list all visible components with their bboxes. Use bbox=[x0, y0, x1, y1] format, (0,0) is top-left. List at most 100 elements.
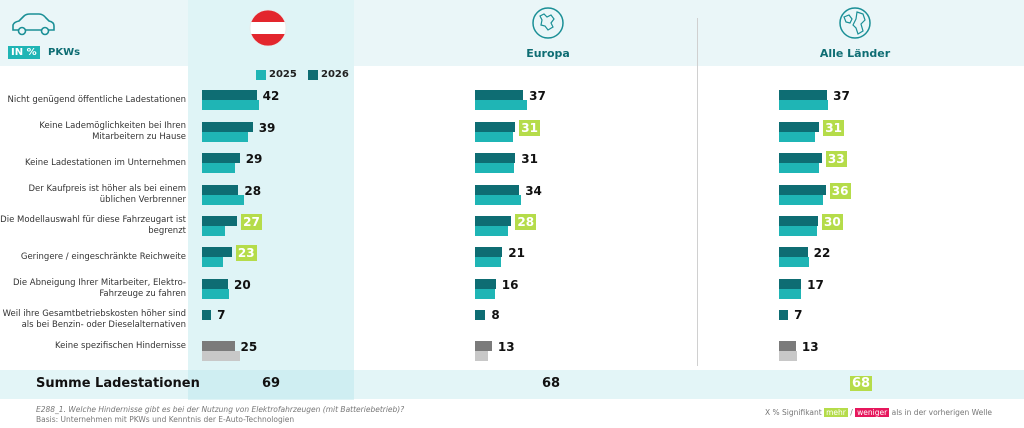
value-label: 8 bbox=[491, 308, 500, 322]
bar-2025 bbox=[475, 257, 501, 267]
value-label: 20 bbox=[234, 278, 251, 292]
bar-2026 bbox=[779, 153, 822, 163]
bar-2025 bbox=[202, 351, 240, 361]
bar-2025 bbox=[475, 132, 513, 142]
bar-2025 bbox=[779, 163, 820, 173]
bar-2025 bbox=[779, 351, 798, 361]
sig-prefix: X % Signifikant bbox=[765, 408, 822, 417]
category-label: Weil ihre Gesamtbetriebskosten höher sin… bbox=[2, 309, 186, 330]
bar-2025 bbox=[779, 132, 816, 142]
sum-row-label: Summe Ladestationen bbox=[36, 376, 200, 391]
bar-2025 bbox=[202, 289, 230, 299]
legend-label-2025: 2025 bbox=[269, 69, 297, 80]
bar-2026 bbox=[779, 279, 802, 289]
value-label: 36 bbox=[829, 183, 851, 199]
bar-2025 bbox=[779, 289, 802, 299]
value-label: 13 bbox=[497, 340, 515, 354]
category-label: Keine Lademöglichkeiten bei Ihren Mitarb… bbox=[39, 121, 186, 142]
legend-swatch-2026 bbox=[308, 70, 318, 80]
footer-basis: Basis: Unternehmen mit PKWs und Kenntnis… bbox=[36, 415, 295, 424]
bar-2025 bbox=[475, 351, 488, 361]
bar-2025 bbox=[779, 100, 829, 110]
value-label: 34 bbox=[525, 184, 542, 198]
bar-2026 bbox=[779, 310, 789, 320]
category-label: Die Modellauswahl für diese Fahrzeugart … bbox=[0, 215, 186, 236]
bar-2026 bbox=[475, 279, 496, 289]
bar-2026 bbox=[475, 341, 492, 351]
value-label: 21 bbox=[508, 246, 525, 260]
category-label: Geringere / eingeschränkte Reichweite bbox=[20, 252, 186, 262]
bar-2025 bbox=[202, 100, 260, 110]
bar-2026 bbox=[202, 185, 239, 195]
unit-badge: IN % bbox=[8, 46, 40, 59]
value-label: 13 bbox=[801, 340, 819, 354]
world-globe-icon bbox=[839, 7, 871, 39]
bar-2026 bbox=[202, 153, 240, 163]
value-label: 7 bbox=[794, 308, 803, 322]
value-label: 29 bbox=[245, 152, 263, 166]
legend-swatch-2025 bbox=[256, 70, 266, 80]
bar-2026 bbox=[202, 90, 257, 100]
value-label: 31 bbox=[521, 152, 538, 166]
column-head-europa: Europa bbox=[526, 47, 570, 60]
value-label: 28 bbox=[515, 214, 537, 230]
bar-2026 bbox=[202, 122, 253, 132]
value-label: 27 bbox=[241, 214, 262, 230]
sig-sep: / bbox=[850, 408, 853, 417]
bar-2025 bbox=[475, 195, 521, 205]
value-label: 30 bbox=[822, 214, 843, 230]
bar-2025 bbox=[202, 132, 248, 142]
value-label: 28 bbox=[244, 184, 262, 198]
bar-2026 bbox=[779, 247, 808, 257]
bar-2025 bbox=[475, 289, 495, 299]
europe-globe-icon bbox=[532, 7, 564, 39]
bar-2026 bbox=[475, 153, 516, 163]
bar-2026 bbox=[779, 90, 828, 100]
bar-2026 bbox=[202, 247, 232, 257]
value-label: 7 bbox=[217, 308, 226, 322]
car-icon bbox=[12, 13, 55, 36]
bar-2026 bbox=[202, 341, 235, 351]
sum-row-austria-band bbox=[188, 370, 354, 399]
sum-value-alle-laender: 68 bbox=[850, 376, 873, 391]
bar-2025 bbox=[475, 100, 527, 110]
header-band bbox=[0, 0, 1024, 66]
austria-flag bbox=[249, 9, 287, 47]
bar-2026 bbox=[475, 247, 503, 257]
bar-2025 bbox=[475, 163, 514, 173]
category-label: Die Abneigung Ihrer Mitarbeiter, Elektro… bbox=[12, 278, 186, 299]
sig-more-badge: mehr bbox=[824, 408, 848, 417]
footer-significance-legend: X % Signifikant mehr / weniger als in de… bbox=[765, 408, 992, 418]
bar-2026 bbox=[475, 185, 520, 195]
value-label: 23 bbox=[235, 245, 257, 261]
category-label: Der Kaufpreis ist höher als bei einem üb… bbox=[28, 184, 186, 205]
value-label: 31 bbox=[519, 120, 540, 136]
bar-2025 bbox=[202, 163, 235, 173]
legend-label-2026: 2026 bbox=[321, 69, 349, 80]
value-label: 37 bbox=[529, 89, 546, 103]
bar-2026 bbox=[779, 122, 820, 132]
value-label: 31 bbox=[823, 120, 844, 136]
category-label: Keine spezifischen Hindernisse bbox=[54, 341, 186, 351]
bar-2026 bbox=[202, 310, 212, 320]
bar-2025 bbox=[779, 257, 809, 267]
unit-label: PKWs bbox=[48, 47, 81, 58]
bar-2025 bbox=[779, 226, 817, 236]
value-label: 25 bbox=[240, 340, 258, 354]
bar-2026 bbox=[779, 216, 818, 226]
value-label: 16 bbox=[501, 278, 519, 292]
category-label: Nicht genügend öffentliche Ladestationen bbox=[7, 95, 186, 105]
value-label: 39 bbox=[258, 121, 276, 135]
bar-2026 bbox=[475, 90, 524, 100]
sig-less-badge: weniger bbox=[855, 408, 890, 417]
bar-2026 bbox=[779, 341, 796, 351]
bar-2025 bbox=[779, 195, 824, 205]
value-label: 22 bbox=[813, 246, 831, 260]
column-head-alle-laender: Alle Länder bbox=[819, 47, 891, 60]
bar-2026 bbox=[475, 216, 512, 226]
value-label: 42 bbox=[262, 89, 280, 103]
value-label: 33 bbox=[825, 151, 847, 167]
category-label: Keine Ladestationen im Unternehmen bbox=[25, 158, 186, 168]
bar-2026 bbox=[779, 185, 826, 195]
bar-2025 bbox=[202, 226, 226, 236]
